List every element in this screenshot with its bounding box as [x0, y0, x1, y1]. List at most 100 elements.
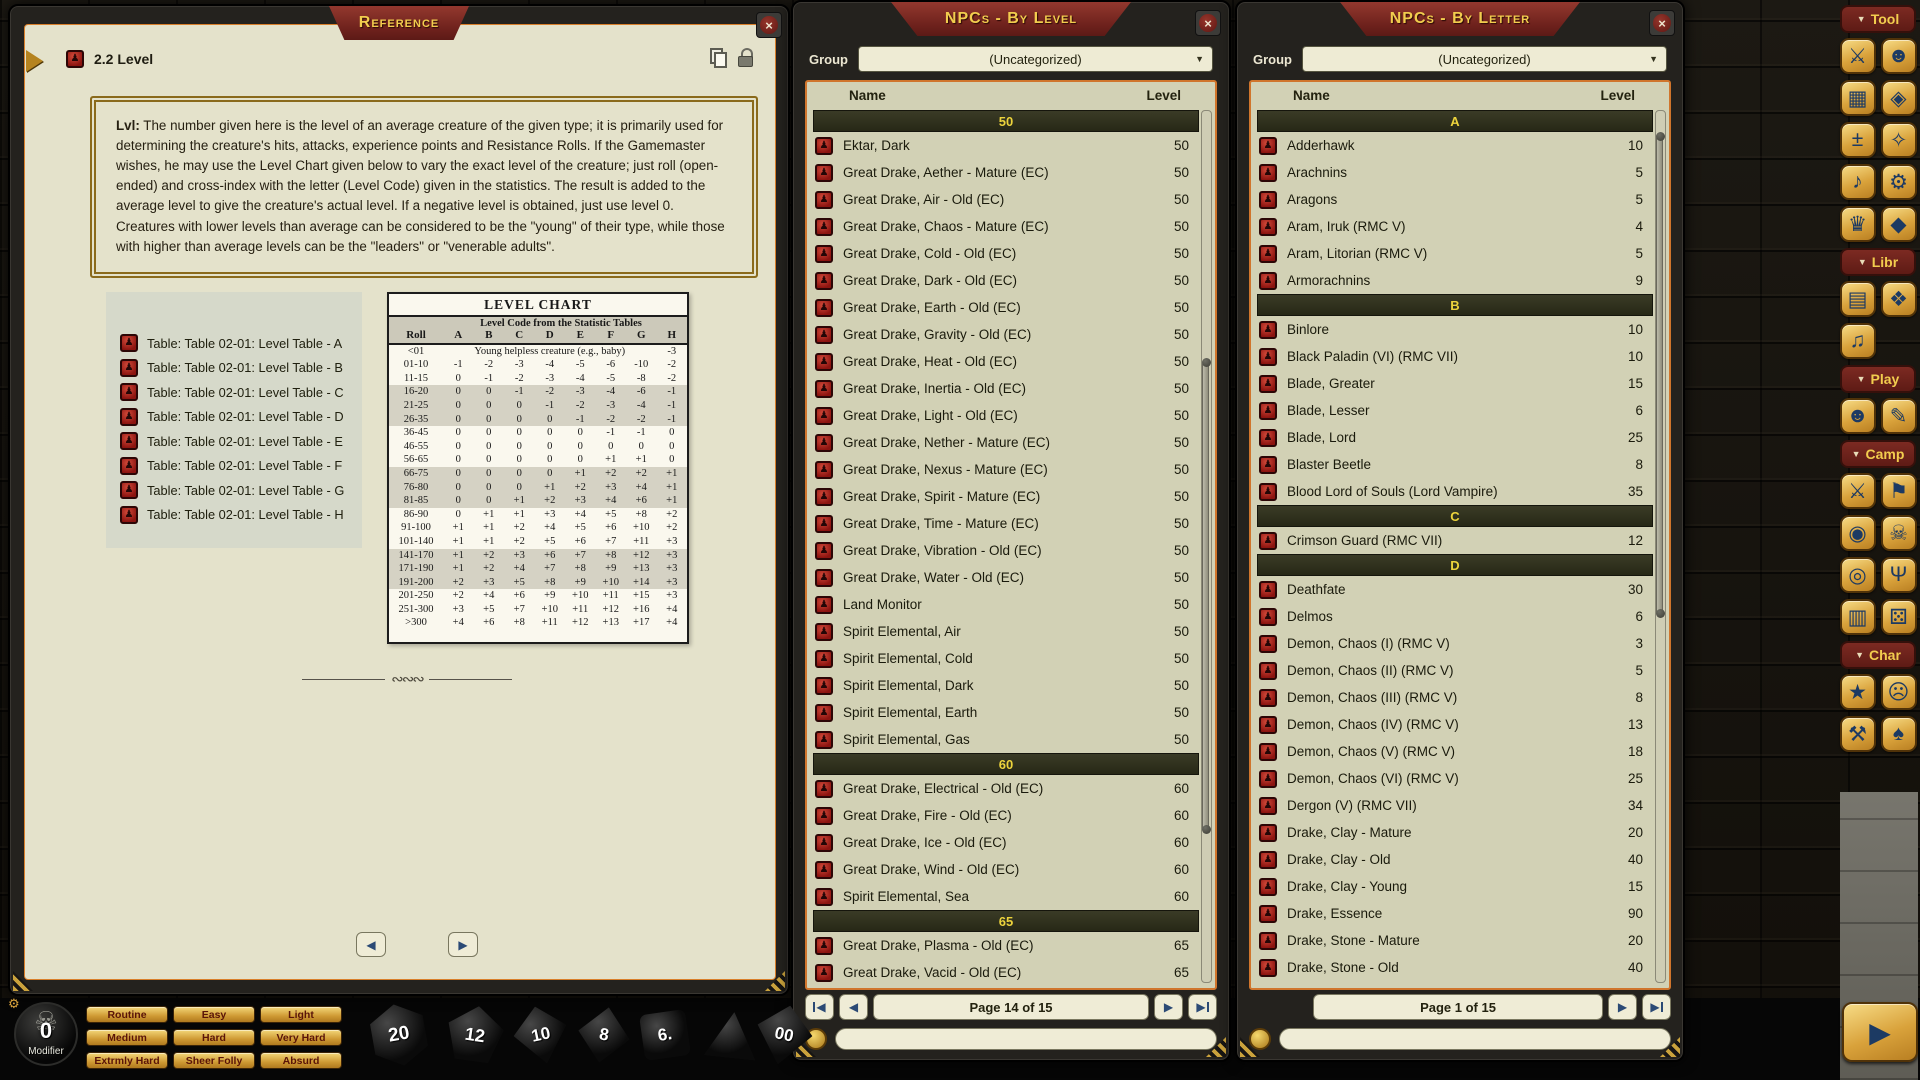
table-link-row[interactable]: Table: Table 02-01: Level Table - E [106, 432, 362, 450]
npc-list-item[interactable]: Spirit Elemental, Earth 50 [807, 699, 1215, 726]
npc-list-item[interactable]: Great Drake, Ice - Old (EC) 60 [807, 829, 1215, 856]
npc-list-item[interactable]: Great Drake, Earth - Old (EC) 50 [807, 294, 1215, 321]
close-button[interactable]: × [756, 12, 782, 38]
filter-input[interactable] [1279, 1028, 1671, 1050]
sidebar-button-folder-icon[interactable]: ▤ [1839, 281, 1876, 317]
npc-list-item[interactable]: Great Drake, Water - Old (EC) 50 [807, 564, 1215, 591]
npc-list-item[interactable]: Great Drake, Chaos - Mature (EC) 50 [807, 213, 1215, 240]
sidebar-button-dice-pair-icon[interactable]: ⚄ [1880, 599, 1917, 635]
d6-die[interactable]: 6. [639, 1009, 691, 1061]
sidebar-button-music-list-icon[interactable]: ♫ [1839, 323, 1876, 359]
npc-list-item[interactable]: Binlore 10 [1251, 316, 1669, 343]
npc-list-item[interactable]: Adderhawk 10 [1251, 132, 1669, 159]
npc-list-item[interactable]: Blade, Greater 15 [1251, 370, 1669, 397]
sidebar-button-notes-icon[interactable]: ✎ [1880, 398, 1917, 434]
sidebar-button-wizard-hat-icon[interactable]: ♠ [1880, 716, 1917, 752]
table-link-row[interactable]: Table: Table 02-01: Level Table - H [106, 505, 362, 524]
sidebar-button-gem-icon[interactable]: ◆ [1880, 206, 1917, 242]
sidebar-button-effects-sparkle-icon[interactable]: ✧ [1880, 122, 1917, 158]
page-prev-button[interactable]: ◀ [839, 994, 868, 1020]
sidebar-button-monster-face-icon[interactable]: ☹ [1880, 674, 1917, 710]
npc-list-item[interactable]: Black Paladin (VI) (RMC VII) 10 [1251, 343, 1669, 370]
lock-icon[interactable] [738, 48, 754, 67]
sidebar-button-gear-icon[interactable]: ⚙ [1880, 164, 1917, 200]
npc-list-item[interactable]: Blood Lord of Souls (Lord Vampire) 35 [1251, 478, 1669, 505]
npc-list-item[interactable]: Spirit Elemental, Cold 50 [807, 645, 1215, 672]
group-band[interactable]: B [1257, 294, 1653, 316]
npc-list-item[interactable]: Great Drake, Vibration - Old (EC) 50 [807, 537, 1215, 564]
difficulty-button-medium[interactable]: Medium [86, 1029, 168, 1046]
npc-list-item[interactable]: Demon, Chaos (IV) (RMC V) 13 [1251, 711, 1669, 738]
scrollbar[interactable] [1201, 110, 1212, 983]
npc-list-item[interactable]: Arachnins 5 [1251, 159, 1669, 186]
npc-list-item[interactable]: Drake, Essence 90 [1251, 900, 1669, 927]
group-band[interactable]: D [1257, 554, 1653, 576]
difficulty-button-light[interactable]: Light [260, 1006, 342, 1023]
group-band[interactable]: 50 [813, 110, 1199, 132]
filter-input[interactable] [835, 1028, 1217, 1050]
sidebar-button-puzzle-icon[interactable]: ❖ [1880, 281, 1917, 317]
sidebar-button-tools-icon[interactable]: ⚒ [1839, 716, 1876, 752]
npc-list-item[interactable]: Demon, Chaos (III) (RMC V) 8 [1251, 684, 1669, 711]
npc-list-item[interactable]: Great Drake, Fire - Old (EC) 60 [807, 802, 1215, 829]
sidebar-button-coins-icon[interactable]: ◎ [1839, 557, 1876, 593]
sidebar-button-flag-icon[interactable]: ⚑ [1880, 473, 1917, 509]
npc-list-item[interactable]: Spirit Elemental, Sea 60 [807, 883, 1215, 910]
npc-list-item[interactable]: Demon, Chaos (VI) (RMC V) 25 [1251, 765, 1669, 792]
table-link-row[interactable]: Table: Table 02-01: Level Table - D [106, 407, 362, 426]
sidebar-section-play[interactable]: ▼ Play [1840, 365, 1916, 393]
sidebar-button-calendar-icon[interactable]: ▦ [1839, 80, 1876, 116]
group-dropdown[interactable]: (Uncategorized) ▼ [858, 46, 1213, 72]
npc-list-item[interactable]: Drake, Stone - Mature 20 [1251, 927, 1669, 954]
radial-menu-icon[interactable] [1249, 1028, 1271, 1050]
group-band[interactable]: 60 [813, 753, 1199, 775]
group-dropdown[interactable]: (Uncategorized) ▼ [1302, 46, 1667, 72]
table-link-row[interactable]: Table: Table 02-01: Level Table - A [106, 334, 362, 352]
npc-list-item[interactable]: Great Drake, Cold - Old (EC) 50 [807, 240, 1215, 267]
page-prev-button[interactable]: ◀ [356, 932, 386, 957]
group-band[interactable]: A [1257, 110, 1653, 132]
difficulty-button-sheer-folly[interactable]: Sheer Folly [173, 1052, 255, 1069]
npc-list-item[interactable]: Delmos 6 [1251, 603, 1669, 630]
sidebar-button-crossed-swords-icon[interactable]: ⚔ [1839, 38, 1876, 74]
sidebar-section-char[interactable]: ▼ Char [1840, 641, 1916, 669]
difficulty-button-hard[interactable]: Hard [173, 1029, 255, 1046]
sidebar-section-libr[interactable]: ▼ Libr [1840, 248, 1916, 276]
table-link-row[interactable]: Table: Table 02-01: Level Table - C [106, 383, 362, 401]
npc-list-item[interactable]: Blade, Lord 25 [1251, 424, 1669, 451]
npc-list-item[interactable]: Great Drake, Dark - Old (EC) 50 [807, 267, 1215, 294]
table-link-row[interactable]: Table: Table 02-01: Level Table - G [106, 481, 362, 499]
npc-list-item[interactable]: Drake, Clay - Old 40 [1251, 846, 1669, 873]
page-next-button[interactable]: ▶ [448, 932, 478, 957]
npc-list-item[interactable]: Great Drake, Gravity - Old (EC) 50 [807, 321, 1215, 348]
page-next-button[interactable]: ▶ [1154, 994, 1183, 1020]
npc-list-item[interactable]: Demon, Chaos (V) (RMC V) 18 [1251, 738, 1669, 765]
npc-list-item[interactable]: Great Drake, Spirit - Mature (EC) 50 [807, 483, 1215, 510]
group-band[interactable]: 65 [813, 910, 1199, 932]
sidebar-button-plus-minus-icon[interactable]: ± [1839, 122, 1876, 158]
npc-list-item[interactable]: Great Drake, Air - Old (EC) 50 [807, 186, 1215, 213]
scrollbar-thumb[interactable] [1656, 132, 1665, 618]
npc-list-item[interactable]: Crimson Guard (RMC VII) 12 [1251, 527, 1669, 554]
sidebar-button-party-icon[interactable]: ☻ [1880, 38, 1917, 74]
npc-list-item[interactable]: Great Drake, Time - Mature (EC) 50 [807, 510, 1215, 537]
sidebar-section-camp[interactable]: ▼ Camp [1840, 440, 1916, 468]
page-last-button[interactable]: ▶ [1642, 994, 1671, 1020]
npc-list-item[interactable]: Great Drake, Vacid - Old (EC) 65 [807, 959, 1215, 986]
npc-list-item[interactable]: Spirit Elemental, Air 50 [807, 618, 1215, 645]
close-button[interactable]: × [1649, 10, 1675, 36]
npc-list-item[interactable]: Great Drake, Plasma - Old (EC) 65 [807, 932, 1215, 959]
scrollbar-thumb[interactable] [1202, 358, 1211, 834]
sidebar-play-button[interactable]: ▶ [1842, 1002, 1918, 1062]
scrollbar[interactable] [1655, 110, 1666, 983]
sidebar-button-music-note-icon[interactable]: ♪ [1839, 164, 1876, 200]
npc-list-item[interactable]: Land Monitor 50 [807, 591, 1215, 618]
npc-list-item[interactable]: Spirit Elemental, Gas 50 [807, 726, 1215, 753]
npc-list-item[interactable]: Aram, Litorian (RMC V) 5 [1251, 240, 1669, 267]
difficulty-button-absurd[interactable]: Absurd [260, 1052, 342, 1069]
page-last-button[interactable]: ▶ [1188, 994, 1217, 1020]
npc-list-item[interactable]: Great Drake, Light - Old (EC) 50 [807, 402, 1215, 429]
difficulty-button-extrmly-hard[interactable]: Extrmly Hard [86, 1052, 168, 1069]
npc-list-item[interactable]: Spirit Elemental, Dark 50 [807, 672, 1215, 699]
reference-link-icon[interactable] [66, 50, 84, 68]
